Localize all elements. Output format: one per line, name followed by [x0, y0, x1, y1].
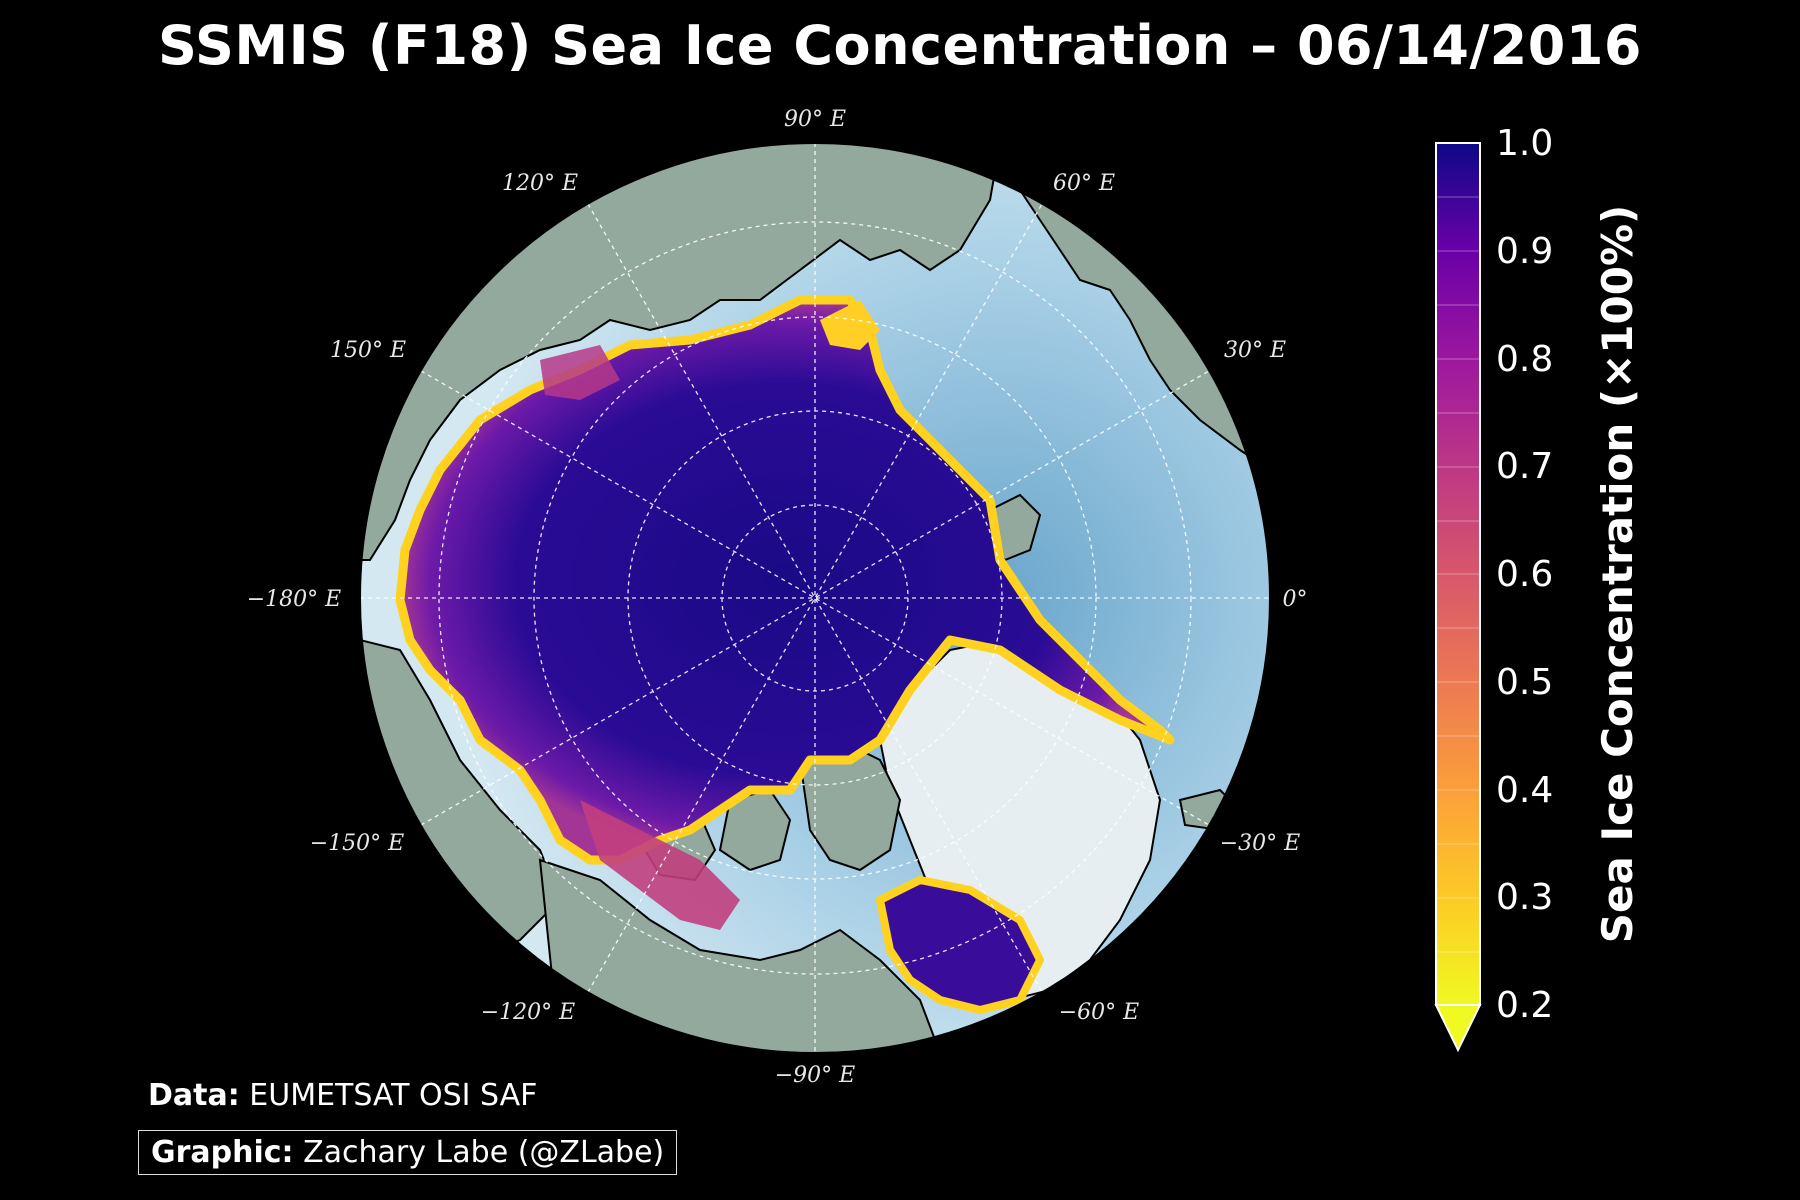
lon-label-30e: 30° E: [1224, 338, 1286, 363]
lon-label-120e: 120° E: [502, 171, 578, 196]
longitude-labels: 90° E 120° E 60° E 150° E 30° E −180° E …: [247, 107, 1308, 1088]
credit-graphic: Graphic: Zachary Labe (@ZLabe): [138, 1130, 678, 1175]
cbar-tick-0-8: 0.8: [1496, 339, 1553, 380]
lon-label-0: 0°: [1283, 587, 1308, 612]
lon-label-minus120e: −120° E: [481, 1000, 575, 1025]
colorbar-ticks: 1.0 0.9 0.8 0.7 0.6 0.5 0.4 0.3 0.2: [1496, 123, 1553, 1026]
lon-label-60e: 60° E: [1053, 171, 1115, 196]
lon-label-180e: −180° E: [247, 587, 341, 612]
globe: [360, 143, 1270, 1053]
credit-graphic-value: Zachary Labe (@ZLabe): [303, 1135, 665, 1170]
cbar-tick-0-5: 0.5: [1496, 662, 1553, 703]
cbar-tick-0-4: 0.4: [1496, 770, 1553, 811]
graticule: [360, 143, 1270, 1053]
credit-data-value: EUMETSAT OSI SAF: [249, 1078, 538, 1113]
cbar-tick-0-9: 0.9: [1496, 231, 1553, 272]
lon-label-90e: 90° E: [784, 107, 846, 132]
colorbar-label: Sea Ice Concentration (×100%): [1593, 205, 1642, 944]
lon-label-minus90e: −90° E: [775, 1063, 855, 1088]
colorbar-gradient: [1435, 142, 1481, 1006]
globe-border: [359, 142, 1271, 1054]
lon-label-minus150e: −150° E: [310, 831, 404, 856]
credit-graphic-label: Graphic:: [151, 1135, 294, 1170]
cbar-tick-0-6: 0.6: [1496, 554, 1553, 595]
map-title: SSMIS (F18) Sea Ice Concentration – 06/1…: [158, 14, 1642, 77]
cbar-tick-0-3: 0.3: [1496, 877, 1553, 918]
cbar-tick-1-0: 1.0: [1496, 123, 1553, 164]
credit-data: Data: EUMETSAT OSI SAF: [148, 1078, 537, 1113]
colorbar-extend-arrow: [1434, 1004, 1482, 1053]
colorbar: 1.0 0.9 0.8 0.7 0.6 0.5 0.4 0.3 0.2 Sea …: [1434, 123, 1642, 1053]
lon-label-minus30e: −30° E: [1220, 831, 1300, 856]
lon-label-minus60e: −60° E: [1059, 1000, 1139, 1025]
cbar-tick-0-2: 0.2: [1496, 985, 1553, 1026]
cbar-tick-0-7: 0.7: [1496, 446, 1553, 487]
colorbar-gridlines: [1436, 196, 1480, 953]
lon-label-150e: 150° E: [330, 338, 406, 363]
credit-data-label: Data:: [148, 1078, 240, 1113]
